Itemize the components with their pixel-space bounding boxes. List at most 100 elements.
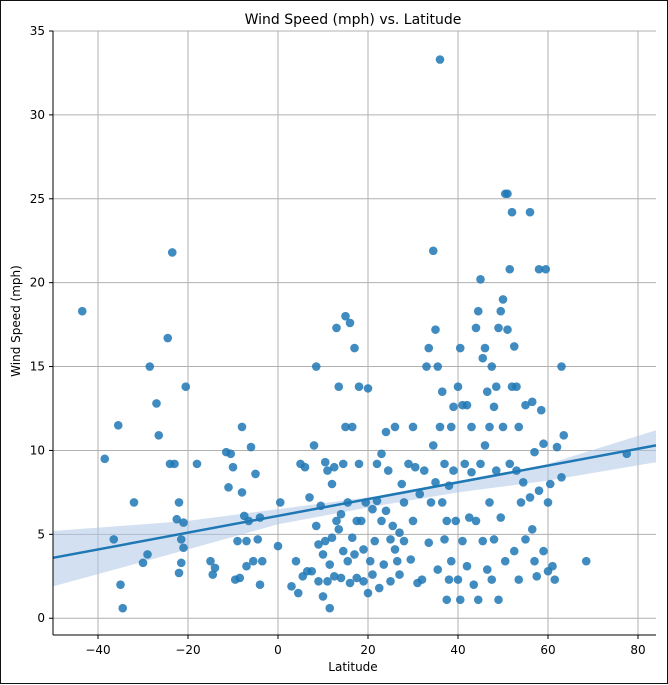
data-point [352,573,362,583]
data-point [422,362,431,371]
data-point [176,535,186,544]
data-point [410,462,420,472]
data-point [514,422,524,432]
data-point [273,541,283,551]
x-tick-label: 0 [274,643,282,657]
data-point [233,536,242,546]
data-point [397,479,407,489]
data-point [255,580,265,589]
y-tick-label: 25 [30,192,45,206]
data-point [145,362,155,371]
data-point [390,422,400,432]
data-point [343,556,353,566]
data-point [143,550,152,559]
data-point [118,603,128,613]
data-point [224,483,233,492]
data-point [314,577,323,586]
data-point [341,422,350,432]
data-point [408,422,418,432]
y-tick-label: 0 [37,611,45,625]
data-point [318,592,328,601]
data-point [534,486,544,496]
data-point [442,595,452,605]
data-point [336,509,346,519]
data-point [372,459,382,469]
data-point [444,575,454,584]
data-point [172,514,182,524]
data-point [174,568,184,578]
data-point [415,489,425,499]
data-point [458,536,467,546]
x-tick-label: −40 [85,643,110,657]
regression-line [52,444,657,560]
data-point [518,478,528,487]
data-point [530,556,539,566]
data-point [503,325,512,334]
data-point [354,459,364,469]
data-point [208,570,218,579]
data-point [370,536,380,546]
data-point [246,442,256,452]
data-point [318,550,328,559]
data-point [179,518,188,527]
data-point [462,561,472,571]
data-point [167,248,177,257]
data-point [100,454,110,464]
data-point [408,516,418,526]
data-point [363,384,373,393]
data-point [163,333,173,343]
data-point [435,55,445,64]
data-point [482,387,492,397]
data-point [467,467,476,477]
data-point [428,441,438,450]
data-point [541,264,551,274]
data-point [291,556,301,566]
data-point [424,343,434,353]
data-point [365,556,375,566]
data-point [154,431,164,440]
confidence-band [53,430,656,587]
data-point [311,362,321,371]
data-point [395,528,404,537]
data-point [257,556,267,566]
data-point [395,570,404,579]
data-point [446,422,456,432]
data-point [206,556,215,566]
y-tick-label: 30 [30,108,45,122]
data-point [559,431,569,440]
data-point [539,546,548,556]
data-point [550,575,560,584]
data-point [323,577,332,586]
data-point [374,583,384,593]
data-point [467,422,476,432]
data-point [253,535,263,544]
y-tick-label: 20 [30,276,45,290]
data-point [300,462,310,472]
data-point [309,441,319,450]
data-point [446,556,456,566]
data-point [449,402,458,412]
axes: −40 −20 0 20 40 60 80 0 5 10 15 20 25 30 35 [30,24,656,657]
data-point [433,565,443,574]
data-point [453,382,463,391]
data-point [485,422,494,432]
data-point [327,533,337,542]
data-point [399,536,409,546]
data-point [386,535,395,544]
data-point [338,459,348,469]
data-point [525,493,535,502]
data-point [527,525,537,534]
data-point [275,498,285,507]
data-point [489,535,499,544]
y-tick-label: 5 [37,527,45,541]
data-point [435,422,445,432]
data-point [480,441,490,450]
data-point [521,535,530,544]
data-point [381,427,391,437]
data-point [179,543,188,553]
data-point [455,343,465,353]
data-point [334,525,344,534]
data-point [388,521,398,531]
data-point [449,466,458,475]
data-point [311,521,321,531]
